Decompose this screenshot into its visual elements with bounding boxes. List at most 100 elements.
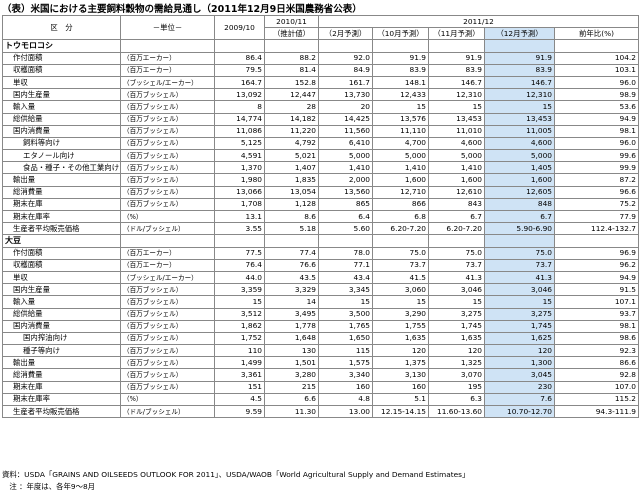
row-label: 総消費量 bbox=[2, 185, 121, 199]
section-label: 大豆 bbox=[2, 234, 121, 248]
value-cell: 6.7 bbox=[484, 209, 555, 224]
value-cell: 79.5 bbox=[214, 63, 265, 77]
value-cell: 110 bbox=[214, 344, 265, 358]
value-cell: 107.0 bbox=[554, 380, 639, 394]
row-label: 期末在庫 bbox=[2, 380, 121, 394]
value-cell: 1,835 bbox=[264, 173, 319, 187]
value-cell: 77.9 bbox=[554, 209, 639, 224]
row-unit: （百万ブッシェル） bbox=[120, 112, 215, 126]
table-row: 総消費量 （百万ブッシェル） 13,066 13,054 13,560 12,710 12,… bbox=[2, 185, 639, 199]
value-cell: 98.1 bbox=[554, 319, 639, 333]
header-unit: －単位－ bbox=[120, 14, 215, 41]
value-cell: 1,600 bbox=[428, 173, 485, 187]
value-cell: 83.9 bbox=[484, 63, 555, 77]
table-row: 期末在庫率 （%） 4.5 6.6 4.8 5.1 6.3 7.6 115.2 bbox=[2, 392, 639, 407]
row-label: 種子等向け bbox=[2, 344, 121, 358]
value-cell: 4.5 bbox=[214, 392, 265, 407]
value-cell: 11,110 bbox=[372, 124, 429, 138]
value-cell: 1,128 bbox=[264, 197, 319, 212]
value-cell: 195 bbox=[428, 380, 485, 394]
value-cell: 5,000 bbox=[318, 149, 373, 163]
value-cell: 3,345 bbox=[318, 283, 373, 297]
row-unit: （百万ブッシェル） bbox=[120, 331, 215, 346]
value-cell: 73.7 bbox=[372, 258, 429, 272]
value-cell: 3,512 bbox=[214, 307, 265, 321]
value-cell: 14,425 bbox=[318, 112, 373, 126]
value-cell: 98.1 bbox=[554, 124, 639, 138]
value-cell: 96.9 bbox=[554, 246, 639, 260]
value-cell: 12,310 bbox=[428, 88, 485, 102]
value-cell: 94.9 bbox=[554, 270, 639, 285]
row-unit: （百万ブッシェル） bbox=[120, 136, 215, 151]
empty-cell bbox=[318, 39, 373, 53]
value-cell: 1,752 bbox=[214, 331, 265, 346]
table-row: 総消費量 （百万ブッシェル） 3,361 3,280 3,340 3,130 3,070 3,… bbox=[2, 368, 639, 382]
value-cell: 8 bbox=[214, 100, 265, 114]
value-cell: 13,730 bbox=[318, 88, 373, 102]
value-cell: 75.0 bbox=[372, 246, 429, 260]
value-cell: 230 bbox=[484, 380, 555, 394]
value-cell: 1,600 bbox=[484, 173, 555, 187]
supply-demand-table: 区 分 －単位－ 2009/10 2010/11 2011/12 （推計値） （… bbox=[2, 14, 639, 419]
value-cell: 73.7 bbox=[428, 258, 485, 272]
value-cell: 1,650 bbox=[318, 331, 373, 346]
table-row: 単収 （ブッシェル/エーカー） 164.7 152.8 161.7 148.1 146.7 1… bbox=[2, 75, 639, 90]
table-row: 期末在庫 （百万ブッシェル） 1,708 1,128 865 866 843 848 75.2 bbox=[2, 197, 639, 212]
header-2009: 2009/10 bbox=[214, 14, 265, 41]
empty-cell bbox=[428, 39, 485, 53]
value-cell: 1,501 bbox=[264, 356, 319, 370]
value-cell: 1,375 bbox=[372, 356, 429, 370]
value-cell: 12,447 bbox=[264, 88, 319, 102]
value-cell: 77.5 bbox=[214, 246, 265, 260]
empty-cell bbox=[214, 234, 265, 248]
value-cell: 99.6 bbox=[554, 149, 639, 163]
value-cell: 115.2 bbox=[554, 392, 639, 407]
value-cell: 6.3 bbox=[428, 392, 485, 407]
value-cell: 104.2 bbox=[554, 51, 639, 65]
value-cell: 88.2 bbox=[264, 51, 319, 65]
value-cell: 11,010 bbox=[428, 124, 485, 138]
value-cell: 8.6 bbox=[264, 209, 319, 224]
value-cell: 130 bbox=[264, 344, 319, 358]
value-cell: 4,600 bbox=[484, 136, 555, 151]
row-unit: （百万ブッシェル） bbox=[120, 88, 215, 102]
value-cell: 11,220 bbox=[264, 124, 319, 138]
value-cell: 6.6 bbox=[264, 392, 319, 407]
row-label: 収穫面積 bbox=[2, 258, 121, 272]
value-cell: 81.4 bbox=[264, 63, 319, 77]
table-row: 収穫面積 （百万エーカー） 76.4 76.6 77.1 73.7 73.7 73.7 96.2 bbox=[2, 258, 639, 272]
section-row: 大豆 bbox=[2, 234, 639, 248]
source-note: 資料：USDA「GRAINS AND OILSEEDS OUTLOOK FOR … bbox=[2, 470, 470, 479]
table-row: 国内消費量 （百万ブッシェル） 1,862 1,778 1,765 1,755 1,745 1… bbox=[2, 319, 639, 333]
value-cell: 91.9 bbox=[428, 51, 485, 65]
row-label: 国内生産量 bbox=[2, 283, 121, 297]
value-cell: 215 bbox=[264, 380, 319, 394]
value-cell: 41.3 bbox=[428, 270, 485, 285]
table-row: 単収 （ブッシェル/エーカー） 44.0 43.5 43.4 41.5 41.3 41.3 94… bbox=[2, 270, 639, 285]
value-cell: 13,560 bbox=[318, 185, 373, 199]
value-cell: 6,410 bbox=[318, 136, 373, 151]
value-cell: 1,410 bbox=[428, 161, 485, 175]
row-unit: （百万ブッシェル） bbox=[120, 124, 215, 138]
value-cell: 1,410 bbox=[318, 161, 373, 175]
value-cell: 91.5 bbox=[554, 283, 639, 297]
value-cell: 15 bbox=[484, 295, 555, 309]
value-cell: 1,635 bbox=[372, 331, 429, 346]
table-row: 食品・種子・その他工業向け （百万ブッシェル） 1,370 1,407 1,410 1,4… bbox=[2, 161, 639, 175]
table-row: 期末在庫 （百万ブッシェル） 151 215 160 160 195 230 107.0 bbox=[2, 380, 639, 394]
row-unit: （ドル/ブッシェル） bbox=[120, 404, 215, 419]
value-cell: 1,635 bbox=[428, 331, 485, 346]
value-cell: 120 bbox=[484, 344, 555, 358]
row-unit: （百万ブッシェル） bbox=[120, 344, 215, 358]
row-label: 食品・種子・その他工業向け bbox=[2, 161, 121, 175]
value-cell: 6.7 bbox=[428, 209, 485, 224]
value-cell: 3,495 bbox=[264, 307, 319, 321]
value-cell: 1,407 bbox=[264, 161, 319, 175]
value-cell: 1,778 bbox=[264, 319, 319, 333]
value-cell: 84.9 bbox=[318, 63, 373, 77]
value-cell: 4,600 bbox=[428, 136, 485, 151]
row-label: 単収 bbox=[2, 75, 121, 90]
row-label: エタノール向け bbox=[2, 149, 121, 163]
header-item: 区 分 bbox=[2, 14, 121, 41]
row-unit: （百万ブッシェル） bbox=[120, 307, 215, 321]
